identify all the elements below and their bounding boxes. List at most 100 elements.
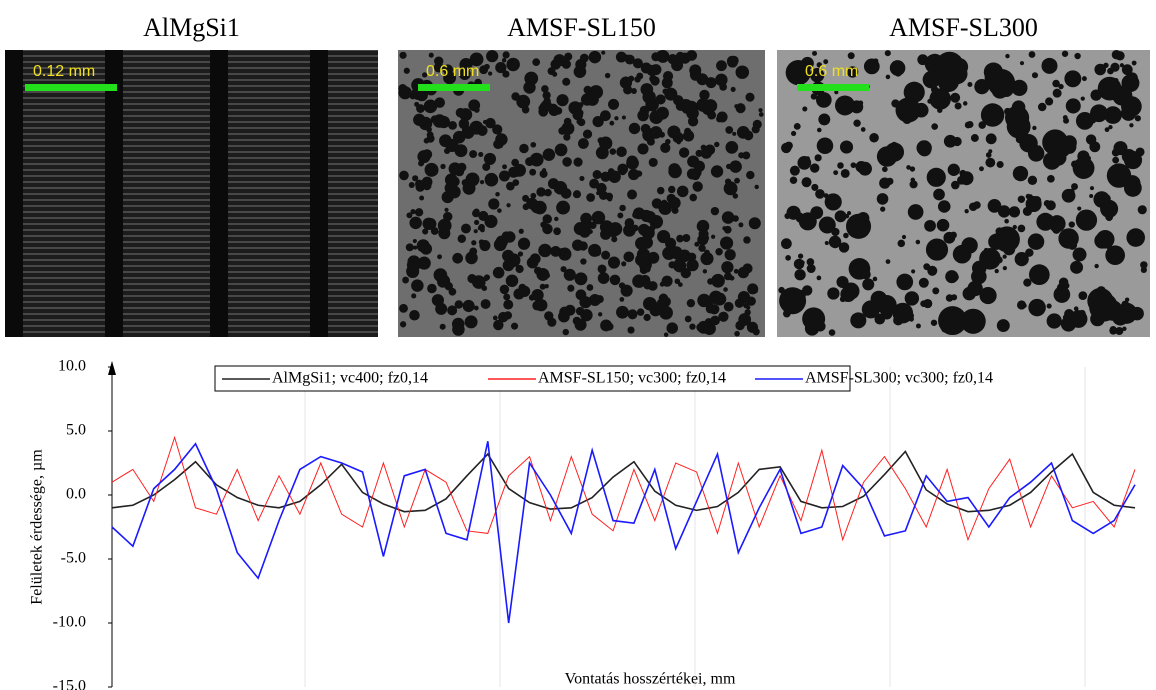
pore (1070, 260, 1084, 274)
pore (562, 328, 569, 336)
pore (502, 259, 515, 272)
pore (499, 284, 510, 295)
pore (823, 59, 829, 65)
pore (407, 255, 421, 269)
pore (922, 70, 941, 89)
pore (1011, 79, 1028, 96)
pore (580, 93, 594, 106)
pore (672, 136, 679, 142)
pore (850, 162, 857, 168)
pore (1004, 107, 1012, 116)
pore (576, 119, 581, 124)
pore (729, 160, 742, 173)
pore (785, 60, 811, 86)
pore (911, 269, 916, 274)
legend-label: AMSF-SL150; vc300; fz0,14 (538, 370, 726, 387)
pore (980, 103, 1005, 127)
pore (837, 162, 844, 169)
pore (624, 218, 635, 228)
pore (422, 228, 429, 235)
pore (1089, 186, 1095, 191)
pore (915, 239, 921, 245)
pore (966, 120, 974, 128)
pore (618, 282, 626, 289)
pore (458, 118, 470, 130)
pore (723, 287, 728, 292)
pore (1062, 139, 1077, 154)
pore (1019, 61, 1024, 66)
pore (732, 193, 739, 199)
pore (1067, 240, 1078, 250)
pore (564, 52, 573, 61)
pore (554, 107, 563, 115)
pore (414, 208, 424, 217)
pore (858, 100, 864, 106)
pore (530, 192, 537, 199)
pore (632, 58, 643, 69)
pore (995, 256, 1003, 264)
pore (563, 268, 576, 281)
pore (884, 50, 891, 57)
pore (718, 311, 729, 322)
pore (423, 99, 438, 114)
pore (531, 288, 544, 302)
pore (1027, 175, 1038, 186)
pore (609, 120, 615, 126)
pore (1002, 254, 1007, 259)
pore (1116, 302, 1138, 324)
pore (686, 168, 698, 180)
pore (840, 286, 856, 303)
pore (884, 142, 905, 162)
pore (619, 76, 633, 89)
pore (488, 198, 500, 210)
groove (210, 50, 228, 337)
pore (501, 57, 507, 63)
chart: -15.0 -10.0 -5.0 0.0 5.0 10.0 Vontatás hosszér… (29, 358, 1136, 690)
micrographs: AlMgSi1 0.12 mm AMSF-SL150 0.6 mm AMSF-SL300… (5, 13, 1150, 337)
pore (987, 199, 1002, 213)
pore (758, 108, 763, 113)
pore (1112, 156, 1120, 164)
pore (434, 58, 439, 64)
pore (967, 280, 983, 297)
pore (707, 110, 717, 120)
pore (752, 119, 762, 129)
pore (924, 219, 936, 232)
y-tick-label: -10.0 (53, 614, 86, 631)
legend-label: AlMgSi1; vc400; fz0,14 (272, 370, 428, 387)
pore (608, 227, 619, 238)
pore (469, 52, 484, 67)
pore (1027, 145, 1045, 162)
pore (734, 330, 740, 337)
pore (724, 272, 733, 281)
pore (503, 293, 511, 301)
pore (539, 283, 546, 290)
pore (901, 234, 907, 240)
pore (423, 137, 430, 144)
groove (5, 50, 23, 337)
pore (1031, 72, 1039, 79)
pore (479, 227, 485, 233)
pore (705, 304, 716, 314)
pore (572, 190, 582, 199)
pore (454, 300, 464, 309)
pore (746, 296, 756, 306)
pore (427, 283, 437, 294)
pore (696, 98, 711, 112)
pore (486, 50, 499, 63)
pore (657, 229, 671, 244)
pore (614, 116, 619, 121)
pore (618, 53, 627, 62)
y-axis-label: Felületek érdessége, µm (29, 449, 46, 605)
pore (684, 315, 692, 323)
pore (834, 210, 847, 223)
pore (561, 122, 575, 136)
pore (502, 164, 507, 170)
pore (434, 97, 445, 108)
pore (675, 51, 685, 61)
pore (845, 213, 872, 239)
pore (860, 127, 866, 132)
pore (542, 148, 556, 161)
pore (1140, 261, 1148, 269)
